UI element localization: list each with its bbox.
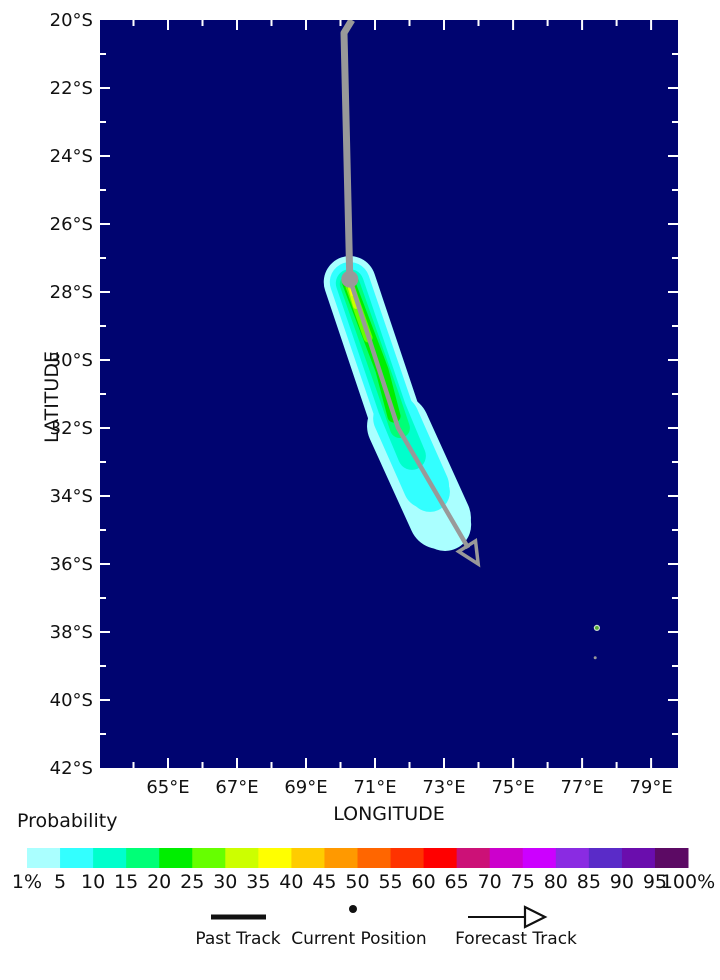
colorbar-segment xyxy=(93,848,127,868)
lat-tick-label: 34°S xyxy=(50,486,93,507)
past-track-line xyxy=(340,20,355,280)
lat-tick-label: 20°S xyxy=(50,10,93,31)
lat-tick-label: 36°S xyxy=(50,554,93,575)
colorbar-label: 50 xyxy=(345,871,369,893)
current-position-legend-icon xyxy=(349,905,357,913)
colorbar-label: 55 xyxy=(378,871,402,893)
colorbar-segment xyxy=(60,848,94,868)
lat-tick-label: 32°S xyxy=(50,418,93,439)
lon-tick-label: 65°E xyxy=(146,777,189,798)
colorbar-segment xyxy=(390,848,425,868)
lon-tick-label: 73°E xyxy=(422,777,465,798)
colorbar-segment xyxy=(555,848,590,868)
axis-tick-labels: 20°S 22°S 24°S 26°S 28°S 30°S 32°S 34°S 36°S 38°S… xyxy=(50,10,673,798)
lon-tick-label: 75°E xyxy=(491,777,534,798)
colorbar-label: 65 xyxy=(445,871,469,893)
map-clipped-content xyxy=(323,20,601,660)
colorbar-segment xyxy=(522,848,557,868)
forecast-arrowhead-icon xyxy=(455,537,481,568)
colorbar-segment xyxy=(423,848,458,868)
map-ticks xyxy=(100,20,678,768)
colorbar-segment xyxy=(192,848,226,868)
lon-tick-label: 71°E xyxy=(353,777,396,798)
y-axis-title: LATITUDE xyxy=(41,351,63,443)
lon-tick-label: 79°E xyxy=(629,777,672,798)
colorbar-label: 40 xyxy=(279,871,303,893)
current-position-marker xyxy=(341,270,359,288)
track-legend: Past Track Current Position Forecast Tra… xyxy=(195,905,577,949)
colorbar-label: 80 xyxy=(544,871,568,893)
past-track-legend-label: Past Track xyxy=(195,929,280,949)
colorbar-label: 15 xyxy=(114,871,138,893)
lat-tick-label: 26°S xyxy=(50,214,93,235)
colorbar-label: 45 xyxy=(312,871,336,893)
colorbar-label: 25 xyxy=(180,871,204,893)
x-axis-title: LONGITUDE xyxy=(333,803,445,825)
colorbar-segment xyxy=(27,848,61,868)
lon-tick-label: 77°E xyxy=(560,777,603,798)
forecast-arrowhead-legend-icon xyxy=(523,905,548,929)
lat-tick-label: 38°S xyxy=(50,622,93,643)
colorbar-segment xyxy=(258,848,292,868)
colorbar-segment xyxy=(456,848,491,868)
colorbar-label: 10 xyxy=(81,871,105,893)
current-position-legend-label: Current Position xyxy=(291,929,426,949)
lat-tick-label: 22°S xyxy=(50,78,93,99)
colorbar-title: Probability xyxy=(17,810,117,832)
map-area xyxy=(100,20,678,768)
colorbar-label: 75 xyxy=(511,871,535,893)
colorbar-segment xyxy=(621,848,656,868)
colorbar-segment xyxy=(225,848,259,868)
lon-tick-label: 69°E xyxy=(284,777,327,798)
lat-tick-label: 40°S xyxy=(50,690,93,711)
colorbar-label: 85 xyxy=(577,871,601,893)
colorbar-labels: 1% 5 10 15 20 25 30 35 40 45 50 55 60 65 70 75 80 85 90 951… xyxy=(12,871,715,893)
colorbar-label: 90 xyxy=(610,871,634,893)
island-marker xyxy=(593,624,601,632)
colorbar-segment xyxy=(588,848,623,868)
colorbar-label: 60 xyxy=(412,871,436,893)
lat-tick-label: 28°S xyxy=(50,282,93,303)
forecast-track-legend-label: Forecast Track xyxy=(455,929,577,949)
colorbar-label: 20 xyxy=(147,871,171,893)
lat-tick-label: 42°S xyxy=(50,758,93,779)
lat-tick-label: 24°S xyxy=(50,146,93,167)
colorbar-label: 100% xyxy=(661,871,715,893)
colorbar-segment xyxy=(489,848,524,868)
colorbar-label: 30 xyxy=(213,871,237,893)
colorbar-segment xyxy=(126,848,160,868)
probability-colorbar xyxy=(27,848,689,868)
island-marker xyxy=(593,656,597,660)
colorbar-label: 70 xyxy=(478,871,502,893)
forecast-track-line xyxy=(347,278,471,550)
colorbar-segment xyxy=(654,848,689,868)
colorbar-segment xyxy=(291,848,325,868)
lat-tick-label: 30°S xyxy=(50,350,93,371)
colorbar-segment xyxy=(159,848,193,868)
colorbar-label: 1% xyxy=(12,871,42,893)
lon-tick-label: 67°E xyxy=(215,777,258,798)
colorbar-label: 5 xyxy=(54,871,66,893)
colorbar-label: 95 xyxy=(643,871,667,893)
colorbar-segment xyxy=(324,848,358,868)
colorbar-label: 35 xyxy=(246,871,270,893)
colorbar-segment xyxy=(357,848,392,868)
